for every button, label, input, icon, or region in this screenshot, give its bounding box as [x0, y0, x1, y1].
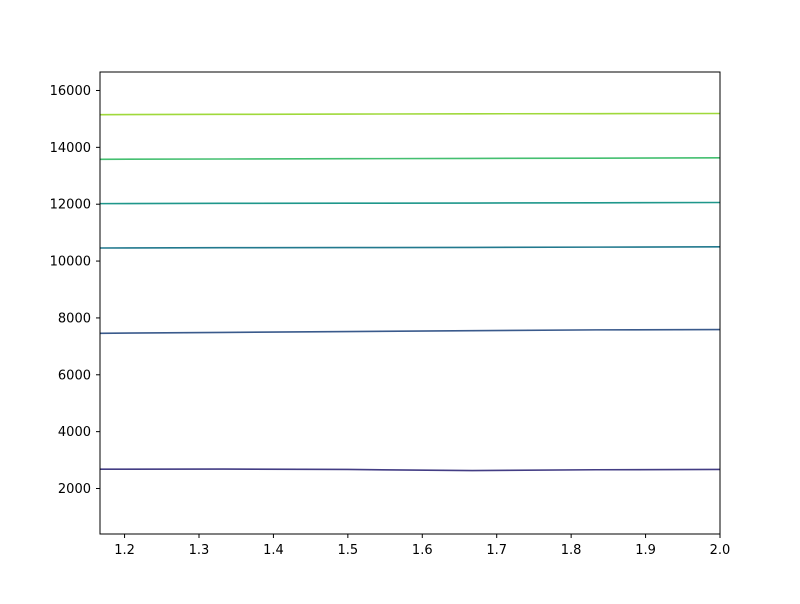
x-tick-label: 1.6: [412, 543, 433, 558]
plot-background: [100, 72, 720, 534]
series-line-1: [99, 468, 721, 472]
x-tick-label: 1.5: [338, 543, 359, 558]
axis-ticks: 1.2 1.3 1.4 1.5 1.6 1.7 1.8 1.9 2.0 2000 4000 6000 8…: [50, 84, 731, 558]
y-tick-label: 8000: [58, 311, 91, 326]
y-tick-label: 6000: [58, 368, 91, 383]
x-tick-label: 1.2: [114, 543, 135, 558]
x-tick-label: 1.3: [189, 543, 210, 558]
y-tick-label: 4000: [58, 425, 91, 440]
x-tick-label: 2.0: [710, 543, 731, 558]
series-line-6: [99, 112, 721, 116]
y-tick-label: 12000: [50, 198, 91, 213]
y-tick-label: 14000: [50, 141, 91, 156]
series-line-5: [99, 157, 721, 161]
plot-frame: [99, 71, 721, 535]
x-tick-label: 1.7: [486, 543, 507, 558]
y-tick-label: 2000: [58, 482, 91, 497]
x-tick-label: 1.9: [635, 543, 656, 558]
y-tick-label: 10000: [50, 255, 91, 270]
x-tick-label: 1.4: [263, 543, 284, 558]
y-tick-label: 16000: [50, 84, 91, 99]
series-line-4: [99, 201, 721, 205]
series-line-3: [99, 246, 721, 249]
x-tick-label: 1.8: [561, 543, 582, 558]
series-line-2: [99, 328, 721, 335]
series-layer: [99, 112, 721, 472]
